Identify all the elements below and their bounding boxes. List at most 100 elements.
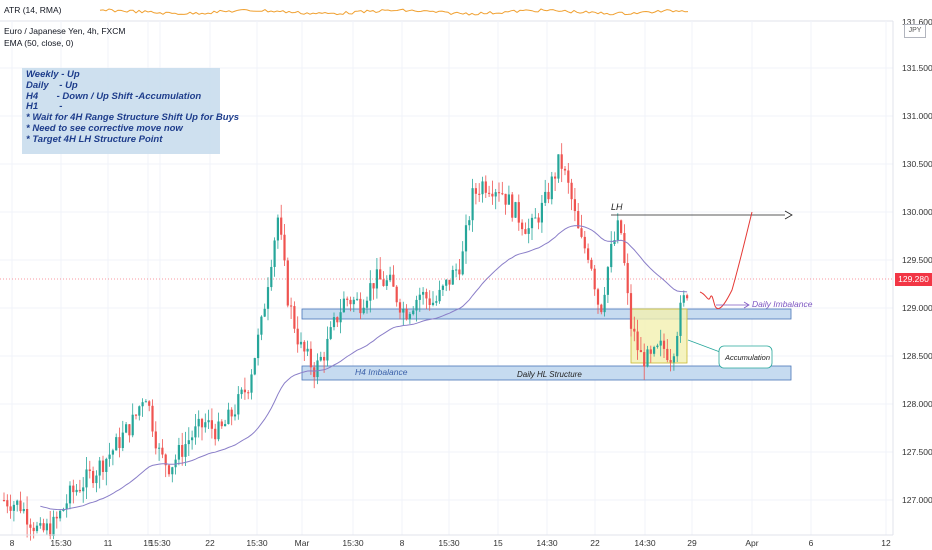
candle — [474, 183, 477, 205]
candle — [603, 286, 606, 317]
candle — [573, 187, 576, 222]
candle — [349, 296, 352, 312]
candle — [339, 299, 342, 334]
time-tick-label: 15:30 — [342, 538, 364, 548]
candle — [560, 143, 563, 183]
candle — [214, 423, 217, 446]
candle — [415, 295, 418, 322]
candle — [286, 257, 289, 308]
note-line: H4 - Down / Up Shift -Accumulation — [26, 90, 202, 102]
analysis-notes-box: Weekly - Up Daily - Up H4 - Down / Up Sh… — [22, 68, 239, 154]
candle — [270, 259, 273, 291]
ema-legend[interactable]: EMA (50, close, 0) — [4, 38, 74, 48]
candle — [596, 287, 600, 314]
candle — [455, 263, 458, 278]
candle — [78, 479, 81, 494]
candle — [210, 408, 213, 439]
candle — [471, 178, 474, 232]
candle — [177, 437, 180, 466]
price-axis[interactable]: 131.500 131.000 130.500 130.000 129.500 129.0… — [892, 17, 932, 535]
candle — [375, 257, 378, 299]
price-tick-label: 130.500 — [902, 159, 932, 169]
candle — [52, 510, 55, 540]
ema-line — [40, 225, 688, 511]
candle — [303, 340, 306, 362]
candle — [666, 339, 669, 363]
candle — [125, 421, 128, 434]
price-tick-label: 129.000 — [902, 303, 932, 313]
candle — [379, 257, 382, 280]
candle — [2, 492, 6, 502]
candle — [636, 319, 639, 360]
candle — [121, 420, 124, 452]
candle — [194, 414, 197, 445]
price-tick-label: 131.500 — [902, 63, 932, 73]
candle — [441, 284, 444, 297]
candle — [554, 172, 557, 191]
candle — [171, 466, 174, 483]
atr-legend[interactable]: ATR (14, RMA) — [4, 5, 62, 15]
candle — [488, 185, 491, 197]
candle — [154, 421, 157, 455]
candle — [494, 188, 497, 210]
symbol-title[interactable]: Euro / Japanese Yen, 4h, FXCM — [4, 26, 126, 36]
currency-unit-badge[interactable]: JPY — [904, 24, 926, 38]
candle — [491, 180, 494, 205]
price-tick-label: 127.500 — [902, 447, 932, 457]
daily-imbalance-arrow-head — [743, 301, 750, 309]
candle — [372, 283, 375, 300]
candle — [431, 291, 435, 307]
price-tick-label: 129.500 — [902, 255, 932, 265]
candle — [296, 316, 299, 353]
accumulation-callout-box — [718, 345, 773, 369]
candle — [49, 510, 52, 540]
candle — [68, 481, 72, 510]
candle — [200, 417, 204, 441]
candle — [567, 162, 570, 194]
time-tick-label: 8 — [10, 538, 15, 548]
candle — [451, 265, 454, 285]
note-line: Daily - Up — [26, 79, 78, 91]
candle — [676, 331, 679, 363]
candle — [653, 345, 656, 357]
candle — [514, 201, 517, 219]
candle — [332, 312, 336, 331]
candle — [478, 183, 481, 202]
candle — [187, 427, 190, 457]
candle — [649, 345, 652, 363]
candle — [299, 332, 303, 349]
daily-hl-structure-label: Daily HL Structure — [517, 370, 582, 379]
candlestick-series — [2, 143, 689, 541]
candle — [385, 275, 388, 290]
candle — [672, 353, 675, 371]
candle — [42, 518, 45, 533]
candle — [365, 296, 369, 314]
candle — [570, 178, 573, 211]
candle — [290, 297, 293, 320]
time-tick-label: 15 — [143, 538, 153, 548]
accumulation-label: Accumulation — [724, 353, 770, 362]
candle — [616, 213, 619, 244]
candle — [507, 185, 510, 205]
candle — [26, 496, 29, 538]
candle — [659, 329, 662, 357]
time-tick-label: 12 — [881, 538, 891, 548]
candle — [504, 193, 507, 215]
candle — [524, 222, 527, 235]
candle — [204, 413, 207, 433]
candle — [108, 442, 111, 467]
candle — [382, 271, 385, 287]
candle — [217, 412, 220, 442]
candle — [111, 448, 114, 466]
candle — [606, 266, 609, 303]
candle — [550, 171, 553, 205]
candle — [118, 427, 121, 458]
candle — [547, 182, 550, 204]
candle — [395, 285, 398, 307]
candle — [306, 340, 309, 356]
price-tick-label: 131.000 — [902, 111, 932, 121]
candle — [16, 499, 19, 512]
candle — [445, 278, 448, 292]
